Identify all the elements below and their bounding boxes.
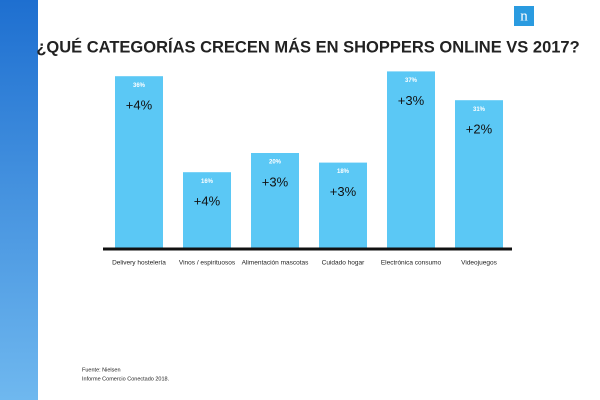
side-strip (0, 0, 38, 400)
logo: n (520, 8, 528, 24)
bar (455, 100, 503, 249)
growth-label: +3% (398, 93, 425, 108)
chart-title: ¿QUÉ CATEGORÍAS CRECEN MÁS EN SHOPPERS O… (36, 37, 579, 56)
x-tick-label: Videojuegos (461, 260, 497, 267)
value-label: 37% (405, 78, 418, 84)
bar (251, 153, 299, 249)
bar (319, 162, 367, 249)
value-label: 31% (473, 107, 486, 113)
value-label: 16% (201, 179, 214, 185)
source: Informe Comercio Conectado 2018. (82, 376, 170, 382)
x-tick-label: Delivery hostelería (112, 260, 166, 267)
growth-label: +4% (194, 194, 221, 209)
bar (387, 71, 435, 250)
bar (115, 76, 163, 249)
source: Fuente: Nielsen (82, 367, 121, 373)
x-tick-label: Electrónica consumo (381, 260, 442, 267)
value-label: 36% (133, 83, 146, 89)
logo-box (514, 6, 534, 26)
value-label: 20% (269, 160, 282, 166)
growth-label: +3% (330, 184, 357, 199)
value-label: 18% (337, 169, 350, 175)
x-tick-label: Alimentación mascotas (242, 260, 310, 267)
bar (183, 172, 231, 249)
x-tick-label: Cuidado hogar (322, 260, 365, 267)
growth-label: +2% (466, 122, 493, 137)
x-tick-label: Vinos / espirituosos (179, 260, 236, 267)
growth-label: +3% (262, 174, 289, 189)
growth-label: +4% (126, 98, 153, 113)
